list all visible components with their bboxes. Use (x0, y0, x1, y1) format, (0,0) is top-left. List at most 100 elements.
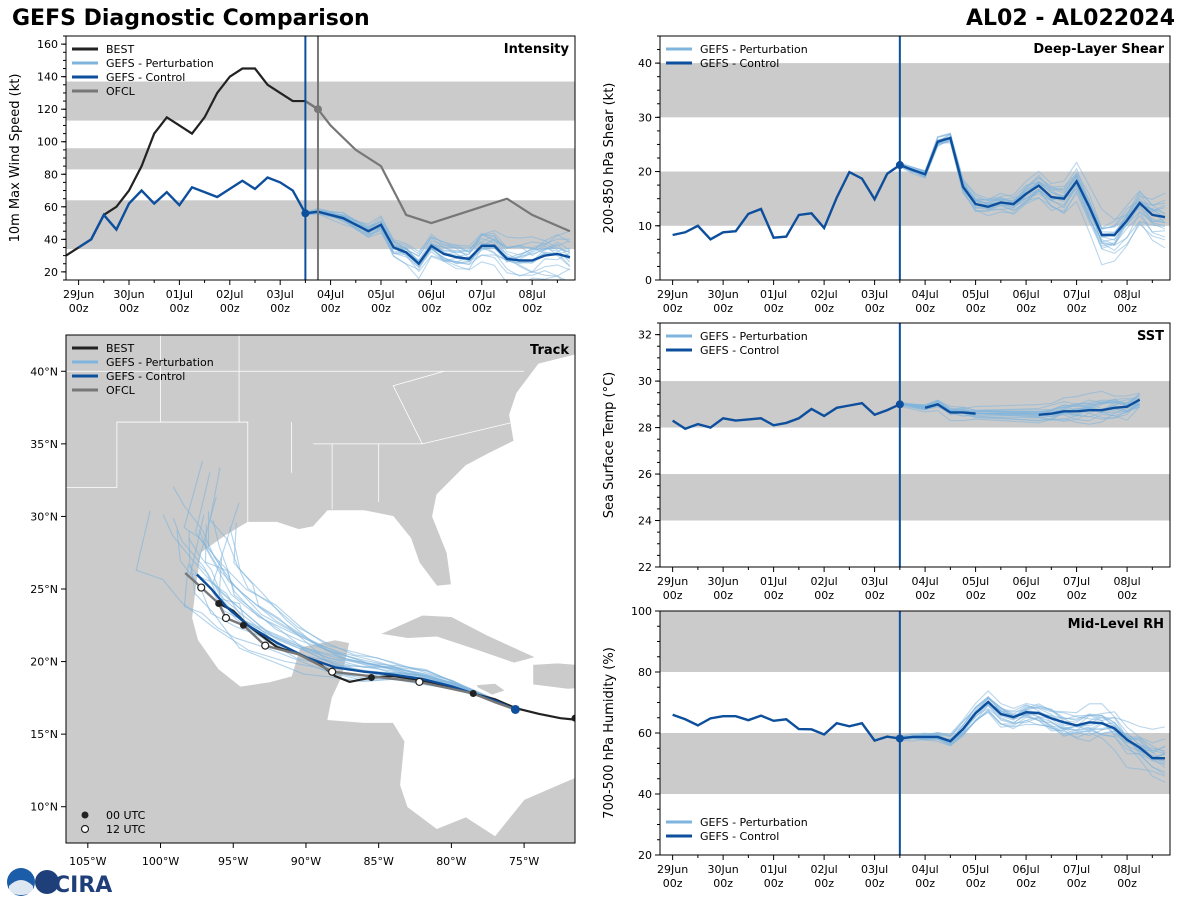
x-tick-label: 00z (764, 589, 784, 602)
x-tick-label: 00z (764, 877, 784, 890)
x-tick-label: 06Jul (1012, 288, 1039, 301)
y-tick-label: 30 (638, 111, 652, 124)
x-tick-label: 04Jul (317, 288, 344, 301)
x-tick-label: 29Jun (657, 575, 688, 588)
x-tick-label: 00z (966, 877, 986, 890)
x-tick-label: 30Jun (113, 288, 144, 301)
lat-tick-label: 20°N (30, 656, 58, 669)
y-tick-label: 10 (638, 220, 652, 233)
x-tick-label: 05Jul (367, 288, 394, 301)
x-tick-label: 00z (1016, 302, 1036, 315)
x-tick-label: 00z (421, 302, 441, 315)
x-tick-label: 08Jul (1113, 575, 1140, 588)
threshold-band (66, 81, 575, 121)
y-tick-label: 0 (645, 274, 652, 287)
perturbation-member-line (899, 704, 1166, 759)
map-area (66, 335, 575, 843)
legend-label: GEFS - Perturbation (106, 356, 214, 369)
x-tick-label: 00z (1117, 877, 1137, 890)
legend-label: GEFS - Control (700, 344, 779, 357)
plot-area (660, 611, 1170, 855)
x-tick-label: 08Jul (519, 288, 546, 301)
x-tick-label: 00z (915, 302, 935, 315)
legend-marker-12utc (80, 824, 90, 834)
state-border (392, 370, 445, 445)
perturbation-track (195, 472, 516, 710)
x-tick-label: 00z (865, 589, 885, 602)
control-line (924, 403, 976, 415)
threshold-band (660, 63, 1170, 118)
perturbation-member-line (899, 132, 1166, 266)
chart-title: SST (1137, 329, 1164, 344)
x-tick-label: 00z (915, 877, 935, 890)
threshold-band (660, 474, 1170, 521)
y-axis-label: Sea Surface Temp (°C) (602, 372, 617, 519)
y-tick-label: 20 (638, 166, 652, 179)
y-tick-label: 140 (37, 71, 58, 84)
x-tick-label: 07Jul (468, 288, 495, 301)
x-tick-label: 00z (371, 302, 391, 315)
storm-id: AL02 - AL022024 (966, 6, 1175, 31)
y-tick-label: 30 (638, 375, 652, 388)
control-init-marker (895, 400, 904, 409)
x-tick-label: 05Jul (962, 575, 989, 588)
legend-label: GEFS - Control (700, 57, 779, 70)
x-tick-label: 00z (1067, 877, 1087, 890)
x-tick-label: 00z (663, 877, 683, 890)
plot-area (660, 36, 1170, 280)
perturbation-track (209, 467, 516, 710)
perturbation-member-line (899, 397, 1140, 418)
x-tick-label: 00z (663, 302, 683, 315)
x-tick-label: 00z (69, 302, 89, 315)
perturbation-member-line (899, 697, 1166, 752)
lat-tick-label: 15°N (30, 728, 58, 741)
legend-label: OFCL (106, 85, 136, 98)
x-tick-label: 01Jul (760, 288, 787, 301)
lon-tick-label: 90°W (291, 855, 321, 868)
x-tick-label: 07Jul (1063, 575, 1090, 588)
track-marker-00utc (469, 690, 477, 698)
y-tick-label: 32 (638, 329, 652, 342)
x-tick-label: 06Jul (418, 288, 445, 301)
chart-track: 105°W 100°W 95°W 90°W 85°W 80°W 75°W 10°N 15°N 20… (30, 334, 576, 868)
land-mainland (66, 335, 575, 843)
land-cuba (378, 614, 537, 664)
legend-label: GEFS - Control (106, 370, 185, 383)
x-tick-label: 01Jul (760, 863, 787, 876)
cira-globe-icon (35, 870, 59, 894)
perturbation-member-line (899, 400, 1140, 419)
legend-marker-00utc (81, 811, 89, 819)
legend-label: 12 UTC (106, 823, 146, 836)
perturbation-member-line (899, 138, 1166, 230)
x-tick-label: 01Jul (760, 575, 787, 588)
x-tick-label: 06Jul (1012, 863, 1039, 876)
ofcl-line (304, 100, 571, 233)
control-line (672, 700, 1165, 760)
ofcl-init-marker (313, 105, 322, 114)
perturbation-member-line (899, 140, 1166, 247)
x-tick-label: 04Jul (911, 288, 938, 301)
legend-label: GEFS - Perturbation (700, 43, 808, 56)
y-tick-label: 80 (44, 168, 58, 181)
x-tick-label: 00z (119, 302, 139, 315)
track-marker-12utc (415, 677, 424, 686)
control-line (1038, 398, 1141, 416)
track-marker-12utc (328, 667, 337, 676)
y-tick-label: 24 (638, 515, 652, 528)
x-tick-label: 00z (1117, 589, 1137, 602)
x-tick-label: 00z (865, 877, 885, 890)
x-tick-label: 00z (713, 302, 733, 315)
x-tick-label: 29Jun (657, 288, 688, 301)
perturbation-member-line (305, 213, 571, 273)
lon-tick-label: 75°W (509, 855, 539, 868)
chart-title: Intensity (504, 42, 570, 57)
legend-label: 00 UTC (106, 809, 146, 822)
legend-label: GEFS - Perturbation (700, 330, 808, 343)
x-tick-label: 00z (663, 589, 683, 602)
x-tick-label: 04Jul (911, 575, 938, 588)
state-border (66, 421, 249, 523)
chart-title: Mid-Level RH (1068, 617, 1164, 632)
plot-area (66, 36, 575, 280)
x-tick-label: 02Jul (810, 575, 837, 588)
